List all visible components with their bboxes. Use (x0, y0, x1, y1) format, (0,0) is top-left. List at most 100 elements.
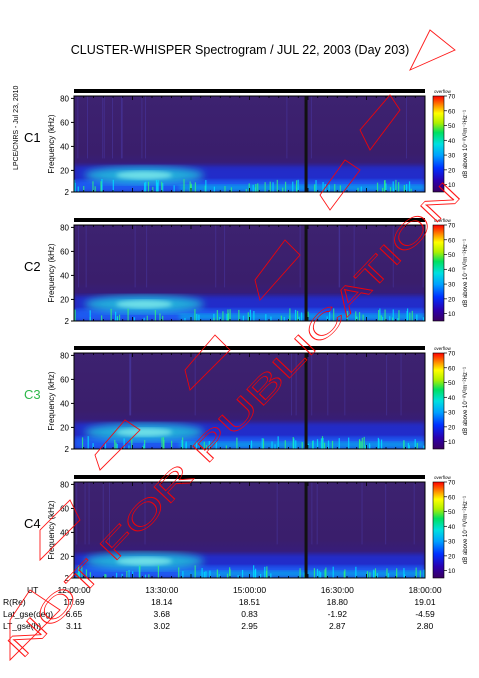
spike (408, 181, 411, 192)
colorbar-overflow-label: overflow (434, 89, 452, 94)
spike (242, 315, 245, 321)
vertical-streak (310, 96, 312, 159)
spike (133, 317, 136, 321)
spike (410, 188, 412, 192)
colorbar-overflow-label: overflow (434, 346, 452, 351)
spike (116, 443, 118, 449)
data-availability-bar (74, 218, 425, 222)
spike (313, 568, 316, 578)
spike (307, 443, 310, 449)
vertical-streak (311, 353, 313, 416)
spike (230, 187, 232, 192)
spike (250, 440, 253, 449)
emission-line (179, 184, 425, 191)
y-axis-label: Frequency (kHz) (47, 243, 56, 302)
spike (322, 182, 324, 192)
spike (154, 309, 156, 321)
colorbar-label: dB above 10⁻⁸V²m⁻²Hz⁻¹ (462, 110, 469, 178)
spike (213, 317, 215, 321)
spike (252, 184, 254, 192)
spike (398, 182, 400, 192)
spike (423, 445, 425, 449)
orbit-table: UTR(Re) Lat_gse(deg) LT_gse(h) 17.69 18.14 18… (3, 585, 436, 631)
spike (147, 181, 150, 192)
spike (161, 437, 163, 449)
orbit-row-label: LT_gse(h) (3, 621, 41, 631)
vertical-streak (361, 482, 363, 545)
vertical-streak (224, 225, 226, 288)
spike (316, 439, 319, 449)
spike (363, 436, 365, 449)
spike (104, 573, 106, 578)
spike (316, 568, 319, 578)
spike (254, 570, 256, 578)
vertical-streak (339, 225, 341, 288)
spike (329, 311, 331, 321)
spike (292, 181, 294, 192)
spike (264, 566, 266, 578)
y-tick-label: 20 (60, 552, 69, 561)
spike (182, 571, 184, 578)
spike (118, 314, 121, 321)
spike (296, 310, 299, 321)
y-tick-label: 60 (60, 375, 69, 384)
colorbar-tick-label: 70 (448, 223, 456, 230)
spike (348, 437, 350, 449)
spike (376, 573, 379, 578)
spike (403, 568, 405, 578)
data-gap-line (304, 482, 308, 578)
spike (381, 316, 384, 321)
spike (92, 181, 94, 192)
orbit-value: 18.80 (327, 597, 349, 607)
spike (326, 316, 328, 321)
spike (194, 182, 196, 192)
spike (229, 309, 231, 321)
spike (194, 309, 196, 321)
spike (74, 309, 76, 321)
data-gap-line (304, 353, 308, 449)
panel-c4: 2 20 40 60 80 Frequency (kHz) C4 10 20 30 40 50 60 70… (24, 475, 469, 583)
spike (307, 311, 309, 321)
orbit-value: 2.87 (329, 621, 346, 631)
spike (157, 180, 159, 192)
orbit-value: -1.92 (328, 609, 348, 619)
vertical-streak (120, 96, 122, 159)
spike (343, 571, 345, 578)
spike (266, 566, 268, 578)
spike (389, 316, 391, 321)
colorbar-tick-label: 40 (448, 138, 456, 145)
spike (280, 315, 282, 321)
spike (123, 438, 125, 449)
vertical-streak (86, 96, 88, 159)
colorbar-tick-label: 60 (448, 365, 456, 372)
spike (196, 313, 198, 321)
spike (320, 572, 322, 578)
spike (294, 309, 297, 321)
spike (100, 181, 102, 192)
spike (115, 442, 117, 449)
vertical-streak (102, 482, 104, 545)
side-label: LPCE/CNRS - Jul 23, 2010 (13, 85, 20, 170)
spike (274, 444, 276, 449)
spike (282, 187, 284, 192)
vertical-streak (286, 96, 288, 159)
spike (126, 570, 128, 578)
vertical-streak (102, 96, 104, 159)
spike (89, 572, 91, 578)
spike (331, 440, 334, 449)
data-availability-bar (74, 89, 425, 93)
spike (380, 439, 383, 449)
spike (115, 311, 117, 321)
x-tick-label: 13:30:00 (145, 585, 178, 595)
spike (333, 308, 335, 321)
spike (78, 571, 80, 578)
colorbar-tick-label: 20 (448, 167, 456, 174)
spike (395, 179, 397, 192)
spike (148, 574, 150, 578)
spike (380, 315, 382, 321)
spike (116, 317, 118, 321)
spike (312, 440, 314, 449)
spike (379, 308, 381, 321)
vertical-streak (338, 225, 340, 288)
spike (92, 443, 94, 449)
